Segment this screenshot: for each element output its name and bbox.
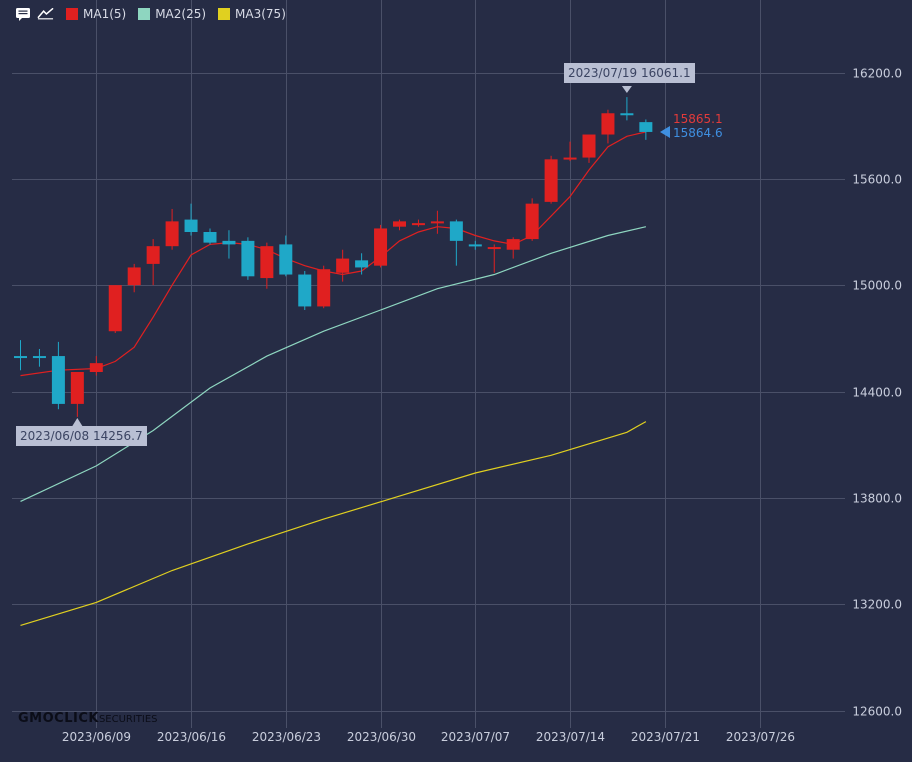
candle-body[interactable] bbox=[430, 221, 444, 224]
drawing-tool-icon-graphic bbox=[37, 8, 54, 20]
ma-line-3 bbox=[20, 421, 647, 626]
candle-body[interactable] bbox=[620, 113, 634, 116]
y-tick-label: 15000.0 bbox=[852, 279, 902, 293]
ma-line-2 bbox=[20, 226, 647, 502]
candle-body[interactable] bbox=[506, 239, 520, 250]
candle-body[interactable] bbox=[108, 285, 122, 332]
candle-body[interactable] bbox=[355, 260, 369, 268]
x-tick-label: 2023/06/30 bbox=[347, 730, 416, 744]
candle-body[interactable] bbox=[89, 363, 103, 373]
candle-body[interactable] bbox=[260, 246, 274, 279]
low-price-callout: 2023/06/08 14256.7 bbox=[16, 426, 147, 446]
last-price-arrow-icon bbox=[660, 125, 670, 138]
legend-label-ma3: MA3(75) bbox=[235, 7, 286, 21]
candle-body[interactable] bbox=[336, 258, 350, 273]
candle-body[interactable] bbox=[411, 223, 425, 226]
candle-body[interactable] bbox=[393, 221, 406, 227]
candle-body[interactable] bbox=[70, 372, 84, 404]
x-tick-label: 2023/07/26 bbox=[726, 730, 795, 744]
candle-body[interactable] bbox=[374, 228, 388, 266]
candle-body[interactable] bbox=[222, 240, 236, 245]
x-tick-label: 2023/06/16 bbox=[157, 730, 226, 744]
x-tick-label: 2023/07/14 bbox=[536, 730, 605, 744]
y-tick-label: 15600.0 bbox=[852, 173, 902, 187]
candle-body[interactable] bbox=[32, 356, 46, 359]
candle-body[interactable] bbox=[127, 267, 141, 286]
legend-swatch-ma3 bbox=[218, 8, 231, 20]
y-tick-label: 12600.0 bbox=[852, 705, 902, 719]
candle-body[interactable] bbox=[525, 203, 539, 240]
candle-body[interactable] bbox=[279, 244, 293, 275]
legend-label-ma1: MA1(5) bbox=[83, 7, 127, 21]
candle-body[interactable] bbox=[563, 157, 577, 160]
close-last-value: 15864.6 bbox=[673, 126, 723, 140]
logo-main: GMOCLICK bbox=[18, 711, 99, 726]
legend-item-ma3[interactable]: MA3(75) bbox=[218, 7, 286, 21]
legend-item-ma1[interactable]: MA1(5) bbox=[66, 7, 126, 21]
high-price-callout: 2023/07/19 16061.1 bbox=[564, 63, 695, 83]
candle-body[interactable] bbox=[14, 356, 27, 359]
logo-sub: SECURITIES bbox=[98, 714, 158, 725]
candle-body[interactable] bbox=[317, 269, 331, 307]
candle-body[interactable] bbox=[639, 122, 653, 132]
chat-bubble-icon-graphic bbox=[15, 8, 30, 21]
y-tick-label: 13800.0 bbox=[852, 492, 902, 506]
broker-logo: GMOCLICKSECURITIES bbox=[18, 711, 158, 726]
candle-body[interactable] bbox=[184, 219, 198, 232]
candle-body[interactable] bbox=[203, 232, 217, 243]
y-tick-label: 13200.0 bbox=[852, 598, 902, 612]
candle-body[interactable] bbox=[487, 247, 501, 250]
x-tick-label: 2023/07/07 bbox=[441, 730, 510, 744]
ma1-last-value: 15865.1 bbox=[673, 112, 723, 126]
low-callout-pointer bbox=[72, 418, 83, 426]
candle-body[interactable] bbox=[241, 240, 255, 277]
legend-item-ma2[interactable]: MA2(25) bbox=[138, 7, 206, 21]
candle-body[interactable] bbox=[449, 221, 463, 241]
candle-body[interactable] bbox=[601, 113, 615, 135]
x-tick-label: 2023/07/21 bbox=[631, 730, 700, 744]
legend: MA1(5) MA2(25) MA3(75) bbox=[14, 5, 286, 23]
y-tick-label: 14400.0 bbox=[852, 386, 902, 400]
candle-body[interactable] bbox=[298, 274, 312, 307]
x-tick-label: 2023/06/23 bbox=[252, 730, 321, 744]
candle-body[interactable] bbox=[544, 159, 558, 202]
candle-body[interactable] bbox=[146, 246, 160, 264]
legend-label-ma2: MA2(25) bbox=[155, 7, 207, 21]
candle-body[interactable] bbox=[51, 356, 65, 404]
x-tick-label: 2023/06/09 bbox=[62, 730, 131, 744]
drawing-tool-icon[interactable] bbox=[37, 7, 54, 22]
legend-swatch-ma1 bbox=[66, 8, 78, 20]
chat-bubble-icon[interactable] bbox=[14, 7, 31, 22]
candle-body[interactable] bbox=[468, 244, 482, 247]
high-callout-pointer bbox=[621, 86, 632, 93]
candle-body[interactable] bbox=[582, 134, 596, 158]
legend-swatch-ma2 bbox=[138, 8, 151, 20]
y-tick-label: 16200.0 bbox=[852, 67, 902, 81]
candle-body[interactable] bbox=[165, 221, 179, 247]
ma-line-1 bbox=[20, 131, 647, 377]
